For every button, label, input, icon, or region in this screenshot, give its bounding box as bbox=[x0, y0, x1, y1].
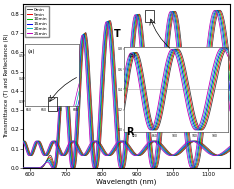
Y-axis label: Transmittance (T) and Reflectance (R): Transmittance (T) and Reflectance (R) bbox=[4, 34, 9, 138]
Bar bbox=[48, 97, 57, 111]
Bar bbox=[145, 10, 154, 22]
Text: T: T bbox=[114, 29, 121, 39]
X-axis label: Wavelength (nm): Wavelength (nm) bbox=[96, 178, 157, 185]
Legend: 0min, 5min, 10min, 15min, 20min, 25min: 0min, 5min, 10min, 15min, 20min, 25min bbox=[26, 6, 48, 37]
Text: R: R bbox=[127, 127, 134, 137]
